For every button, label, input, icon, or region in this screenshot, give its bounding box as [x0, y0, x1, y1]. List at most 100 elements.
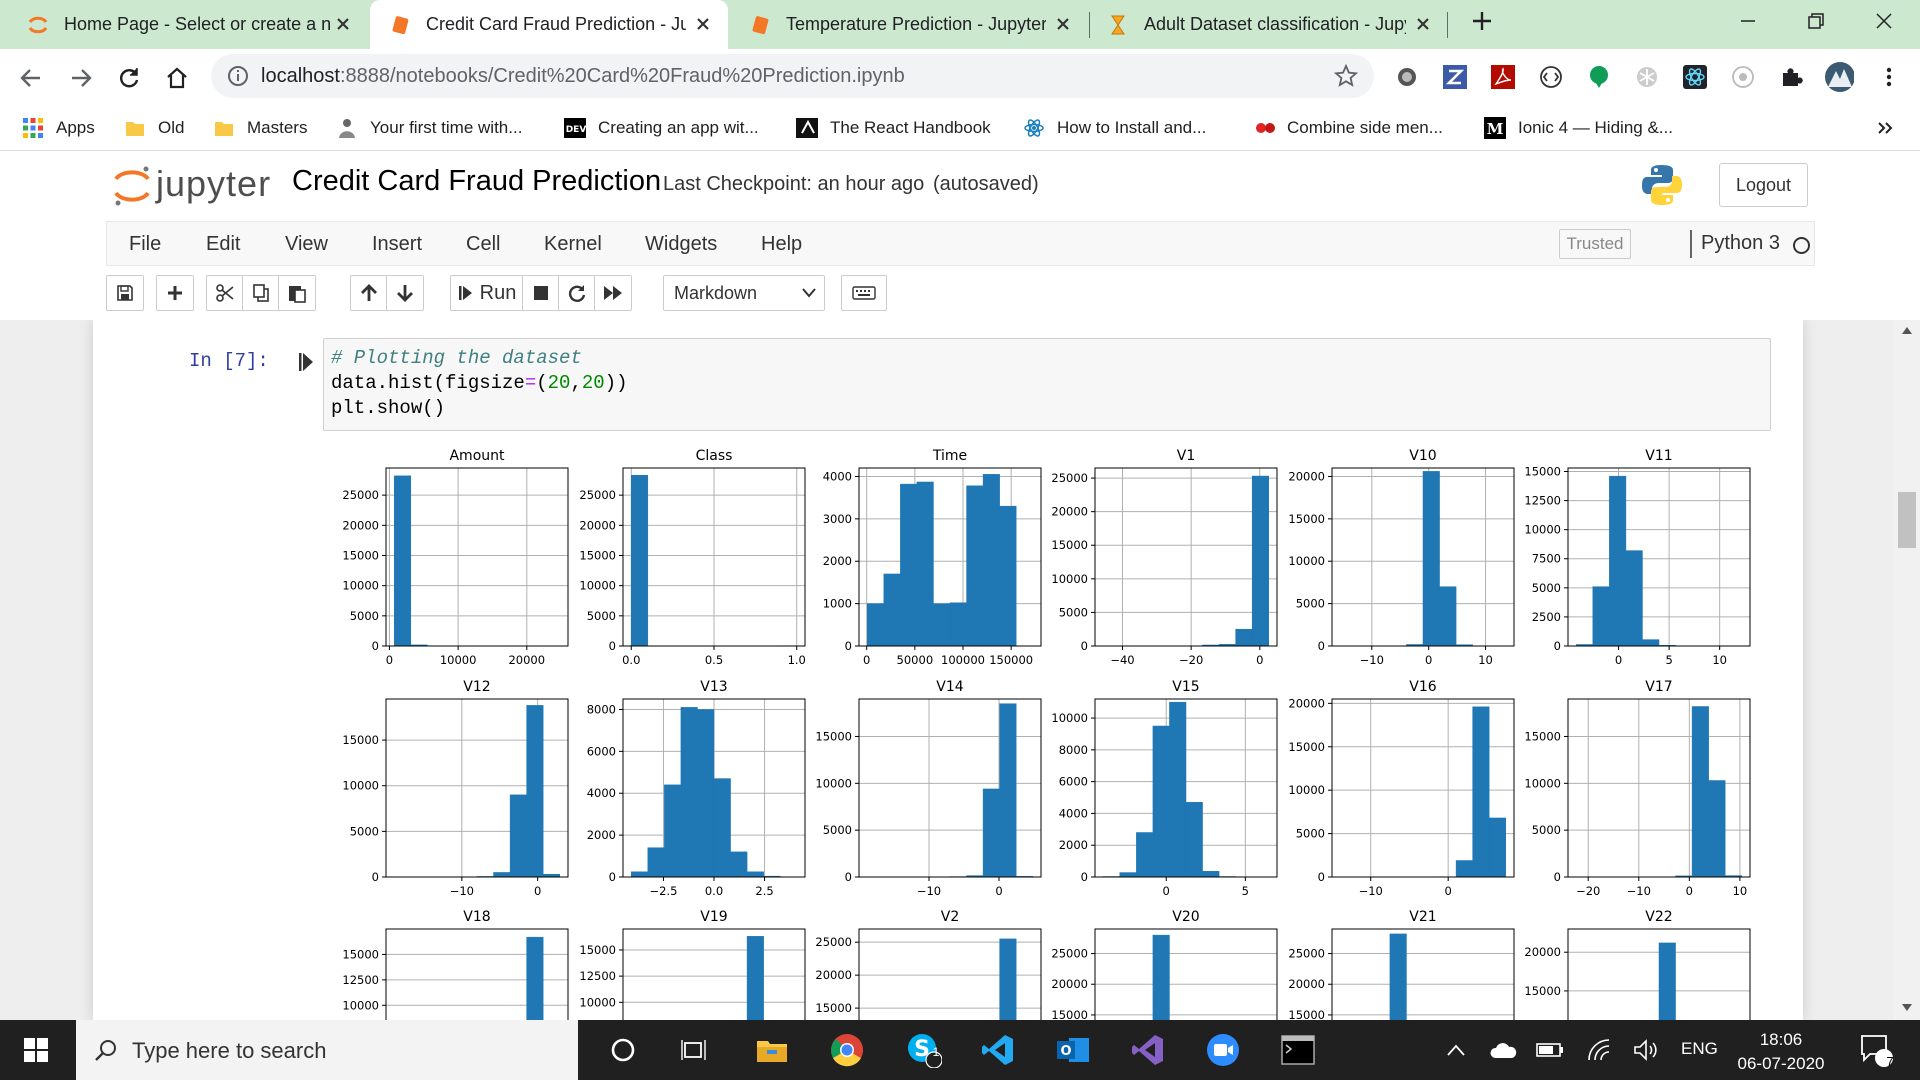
- taskbar-clock[interactable]: 18:06 06-07-2020: [1733, 1028, 1829, 1076]
- bookmark-creating-an-app[interactable]: DEV Creating an app wit...: [564, 115, 759, 141]
- terminal-button[interactable]: [1278, 1030, 1318, 1070]
- show-hidden-icons-button[interactable]: [1436, 1030, 1476, 1070]
- code-extension-icon[interactable]: [1536, 62, 1566, 92]
- menu-help[interactable]: Help: [761, 233, 803, 255]
- command-palette-button[interactable]: [841, 275, 887, 311]
- run-button[interactable]: Run: [450, 275, 524, 311]
- run-cell-button[interactable]: [298, 352, 314, 372]
- jupyter-logo[interactable]: jupyter: [110, 161, 280, 211]
- move-down-button[interactable]: [386, 275, 424, 311]
- input-language[interactable]: ENG: [1681, 1039, 1718, 1058]
- close-tab-icon[interactable]: [1412, 13, 1434, 35]
- save-button[interactable]: [106, 275, 144, 311]
- action-center-button[interactable]: 7: [1856, 1030, 1896, 1070]
- trusted-indicator[interactable]: Trusted: [1559, 229, 1631, 259]
- menu-file[interactable]: File: [129, 233, 162, 255]
- info-icon[interactable]: [227, 65, 249, 87]
- tab-home-page[interactable]: Home Page - Select or create a n: [0, 0, 368, 49]
- kernel-name[interactable]: Python 3: [1701, 232, 1780, 254]
- speaker-icon: [1634, 1039, 1657, 1061]
- bookmark-combine-side-menu[interactable]: Combine side men...: [1253, 115, 1443, 141]
- cut-button[interactable]: [206, 275, 244, 311]
- vscode-button[interactable]: [978, 1030, 1018, 1070]
- extensions-puzzle-icon[interactable]: [1776, 62, 1806, 92]
- bookmark-react-handbook[interactable]: The React Handbook: [796, 115, 991, 141]
- snowflake-extension-icon[interactable]: [1632, 62, 1662, 92]
- cell-type-select[interactable]: Markdown: [663, 275, 825, 311]
- cortana-button[interactable]: [603, 1030, 643, 1070]
- copy-button[interactable]: [242, 275, 280, 311]
- tab-temperature-prediction[interactable]: Temperature Prediction - Jupyter: [730, 0, 1088, 49]
- visual-studio-button[interactable]: [1128, 1030, 1168, 1070]
- menu-view[interactable]: View: [285, 233, 328, 255]
- extension-circle-icon[interactable]: [1392, 62, 1422, 92]
- paste-button[interactable]: [278, 275, 316, 311]
- notebook-scrollbar[interactable]: [1894, 320, 1920, 1020]
- tab-credit-card-fraud[interactable]: Credit Card Fraud Prediction - Ju: [370, 0, 728, 49]
- file-explorer-button[interactable]: [752, 1030, 792, 1070]
- histogram-bar: [1472, 706, 1490, 877]
- start-button[interactable]: [16, 1030, 56, 1070]
- restart-kernel-button[interactable]: [558, 275, 596, 311]
- insert-cell-button[interactable]: [156, 275, 194, 311]
- bookmark-apps[interactable]: Apps: [22, 115, 95, 141]
- minimize-button[interactable]: [1722, 0, 1774, 42]
- scroll-up-icon[interactable]: [1902, 326, 1912, 334]
- code-cell-input[interactable]: # Plotting the dataset data.hist(figsize…: [323, 338, 1771, 431]
- restart-run-all-button[interactable]: [594, 275, 632, 311]
- x-tick-label: 1.0: [788, 653, 806, 667]
- profile-avatar[interactable]: [1824, 62, 1854, 92]
- close-tab-icon[interactable]: [692, 13, 714, 35]
- scrollbar-thumb[interactable]: [1898, 492, 1916, 548]
- zotero-icon[interactable]: [1440, 62, 1470, 92]
- close-tab-icon[interactable]: [332, 13, 354, 35]
- star-icon[interactable]: [1334, 64, 1358, 88]
- bookmark-ionic-4-hiding[interactable]: M Ionic 4 — Hiding &...: [1484, 115, 1673, 141]
- move-up-button[interactable]: [350, 275, 388, 311]
- menu-cell[interactable]: Cell: [466, 233, 501, 255]
- onedrive-button[interactable]: [1483, 1030, 1523, 1070]
- volume-button[interactable]: [1627, 1030, 1667, 1070]
- y-tick-label: 20000: [1288, 977, 1325, 991]
- bookmark-your-first-time[interactable]: Your first time with...: [336, 115, 522, 141]
- bookmarks-overflow-button[interactable]: [1876, 115, 1894, 141]
- pdf-extension-icon[interactable]: [1488, 62, 1518, 92]
- forward-button[interactable]: [66, 63, 96, 93]
- home-button[interactable]: [162, 63, 192, 93]
- tab-adult-dataset[interactable]: Adult Dataset classification - Jupy: [1090, 0, 1448, 49]
- menu-kebab-icon[interactable]: [1874, 62, 1904, 92]
- notebook-title[interactable]: Credit Card Fraud Prediction: [292, 165, 662, 197]
- logout-button[interactable]: Logout: [1719, 163, 1808, 207]
- outlook-button[interactable]: O: [1053, 1030, 1093, 1070]
- bookmark-old[interactable]: Old: [124, 115, 184, 141]
- camera-extension-icon[interactable]: [1728, 62, 1758, 92]
- interrupt-button[interactable]: [522, 275, 560, 311]
- react-devtools-icon[interactable]: [1680, 62, 1710, 92]
- menu-kernel[interactable]: Kernel: [544, 233, 602, 255]
- battery-button[interactable]: [1530, 1030, 1570, 1070]
- menu-insert[interactable]: Insert: [372, 233, 423, 255]
- url-text[interactable]: localhost:8888/notebooks/Credit%20Card%2…: [261, 65, 905, 88]
- network-button[interactable]: [1580, 1030, 1620, 1070]
- bookmark-how-to-install[interactable]: How to Install and...: [1023, 115, 1206, 141]
- close-tab-icon[interactable]: [1052, 13, 1074, 35]
- task-view-button[interactable]: [674, 1030, 714, 1070]
- menu-edit[interactable]: Edit: [206, 233, 241, 255]
- bookmark-masters[interactable]: Masters: [213, 115, 307, 141]
- menu-widgets[interactable]: Widgets: [645, 233, 718, 255]
- green-dot-extension-icon[interactable]: [1584, 62, 1614, 92]
- subplot-frame-v21: [1331, 928, 1515, 1020]
- back-button[interactable]: [16, 63, 46, 93]
- bookmark-label: Masters: [247, 118, 308, 137]
- scroll-down-icon[interactable]: [1902, 1004, 1912, 1012]
- close-window-button[interactable]: [1858, 0, 1910, 42]
- zoom-button[interactable]: [1203, 1030, 1243, 1070]
- chrome-button[interactable]: [827, 1030, 867, 1070]
- restore-button[interactable]: [1790, 0, 1842, 42]
- address-bar[interactable]: localhost:8888/notebooks/Credit%20Card%2…: [211, 54, 1374, 98]
- new-tab-button[interactable]: [1456, 0, 1508, 42]
- taskbar-search-box[interactable]: Type here to search: [76, 1020, 578, 1080]
- reload-button[interactable]: [114, 63, 144, 93]
- histogram-bar: [1389, 933, 1407, 1020]
